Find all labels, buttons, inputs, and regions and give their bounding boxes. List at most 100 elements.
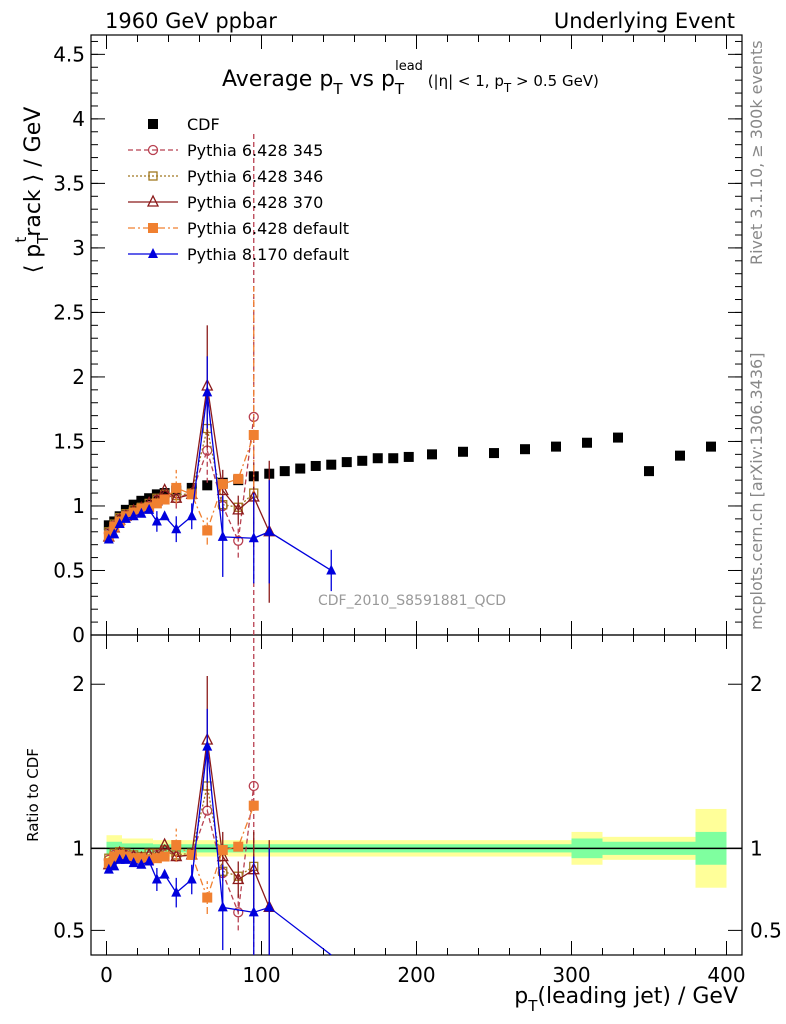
ratio-y-label: Ratio to CDF <box>24 748 42 842</box>
main-point-cdf <box>644 466 654 477</box>
ratio-point-pythia-8-170-default <box>159 868 170 879</box>
x-axis-label: pT(leading jet) / GeV <box>514 984 738 1015</box>
main-point-pythia-8-170-default <box>144 503 155 514</box>
ratio-point-pythia-8-170-default <box>120 853 131 864</box>
main-point-cdf <box>458 446 468 457</box>
x-tick-label: 400 <box>707 963 745 987</box>
legend-label: CDF <box>187 115 220 134</box>
watermark: CDF_2010_S8591881_QCD <box>318 593 506 609</box>
ratio-point-pythia-8-170-default <box>128 857 139 868</box>
main-point-pythia-8-170-default <box>171 523 182 534</box>
main-y-label: ⟨ pTtrack ⟩ / GeV <box>12 107 52 274</box>
ratio-point-pythia-6-428-345 <box>248 780 259 792</box>
ratio-point-pythia-6-428-default <box>171 840 182 851</box>
main-point-pythia-8-170-default <box>120 512 131 523</box>
main-point-pythia-6-428-default <box>233 473 244 484</box>
main-point-pythia-8-170-default <box>136 507 147 518</box>
ratio-point-pythia-6-428-default <box>186 849 197 860</box>
main-point-cdf <box>403 451 414 462</box>
ratio-point-pythia-6-428-default <box>202 892 213 903</box>
legend-marker <box>146 194 160 207</box>
main-point-cdf <box>310 460 321 471</box>
header-right: Underlying Event <box>554 9 735 33</box>
main-point-pythia-6-428-default <box>248 430 259 440</box>
main-point-cdf <box>136 495 147 506</box>
main-y-tick-label: 4 <box>72 107 85 131</box>
ratio-point-pythia-6-428-370 <box>232 872 245 885</box>
main-point-cdf <box>613 432 623 443</box>
ratio-y-tick-label-right: 1 <box>750 836 763 860</box>
legend: CDF Pythia 6.428 345 Pythia 6.428 346 Pythi… <box>128 115 349 264</box>
ratio-y-tick-label: 2 <box>72 672 85 696</box>
main-point-pythia-6-428-370 <box>158 483 171 496</box>
main-point-cdf <box>675 450 685 461</box>
legend-label: Pythia 6.428 370 <box>187 193 323 212</box>
ratio-frame <box>90 634 743 956</box>
main-point-cdf <box>159 488 170 499</box>
ratio-point-pythia-6-428-default <box>151 853 162 864</box>
ratio-point-pythia-8-170-default <box>264 901 275 912</box>
legend-label: Pythia 8.170 default <box>187 245 349 264</box>
ratio-point-pythia-6-428-default <box>217 844 228 855</box>
ratio-point-pythia-6-428-default <box>248 800 259 811</box>
main-y-tick-label: 2.5 <box>53 300 85 324</box>
ratio-point-pythia-6-428-default <box>159 851 170 862</box>
x-tick-label: 100 <box>242 963 280 987</box>
main-y-tick-label: 2 <box>72 365 85 389</box>
main-point-pythia-6-428-345 <box>233 535 244 546</box>
ratio-point-pythia-6-428-default <box>109 851 120 862</box>
main-point-pythia-8-170-default <box>159 510 170 521</box>
main-point-pythia-8-170-default <box>264 525 275 536</box>
main-point-cdf <box>520 444 530 455</box>
header-left: 1960 GeV ppbar <box>105 9 277 33</box>
main-point-pythia-8-170-default <box>217 530 228 541</box>
main-y-tick-label: 3.5 <box>53 171 85 195</box>
main-point-cdf <box>279 466 290 477</box>
main-point-cdf <box>114 511 125 522</box>
ratio-point-pythia-8-170-default <box>248 906 259 917</box>
main-point-pythia-6-428-default <box>202 525 213 536</box>
ratio-uncertainty-bands <box>91 808 742 888</box>
legend-label: Pythia 6.428 345 <box>187 141 323 160</box>
main-y-tick-label: 4.5 <box>53 42 85 66</box>
ratio-point-pythia-8-170-default <box>109 860 120 871</box>
main-point-pythia-8-170-default <box>109 528 120 539</box>
legend-marker <box>147 144 159 156</box>
main-y-tick-label: 0.5 <box>53 558 85 582</box>
legend-marker <box>148 119 158 129</box>
main-point-pythia-8-170-default <box>186 510 197 521</box>
legend-marker <box>148 223 158 233</box>
main-point-pythia-6-428-default <box>217 479 228 490</box>
ratio-point-pythia-8-170-default <box>103 863 114 874</box>
main-point-pythia-8-170-default <box>151 515 162 526</box>
main-point-pythia-8-170-default <box>114 518 125 529</box>
ratio-point-pythia-8-170-default <box>136 858 147 869</box>
ratio-y-tick-label: 1 <box>72 836 85 860</box>
main-y-tick-label: 1.5 <box>53 429 85 453</box>
x-tick-label: 200 <box>397 963 435 987</box>
x-tick-label: 300 <box>552 963 590 987</box>
ratio-point-pythia-6-428-345 <box>233 907 244 918</box>
main-point-pythia-8-170-default <box>128 510 139 521</box>
main-series <box>102 131 716 635</box>
main-y-tick-label: 0 <box>72 623 85 647</box>
main-point-pythia-8-170-default <box>103 533 114 544</box>
ratio-y-tick-label-right: 2 <box>750 672 763 696</box>
main-point-pythia-8-170-default <box>202 386 213 397</box>
main-point-pythia-6-428-default <box>186 489 197 500</box>
ratio-point-pythia-6-428-default <box>233 841 244 852</box>
main-title: Average pT vs pTlead (|η| < 1, pT > 0.5 … <box>222 59 599 98</box>
main-point-pythia-6-428-default <box>151 498 162 509</box>
main-point-cdf <box>341 457 352 468</box>
ratio-point-pythia-8-170-default <box>217 901 228 912</box>
main-point-cdf <box>372 453 383 464</box>
x-tick-label: 0 <box>100 963 113 987</box>
main-line-pythia-6-428-345 <box>108 416 255 544</box>
main-point-cdf <box>706 441 716 452</box>
main-point-cdf <box>582 437 592 448</box>
main-point-cdf <box>202 480 213 491</box>
main-point-cdf <box>103 520 114 531</box>
ratio-point-pythia-8-170-default <box>151 873 162 884</box>
ratio-y-tick-label-right: 0.5 <box>750 918 782 942</box>
